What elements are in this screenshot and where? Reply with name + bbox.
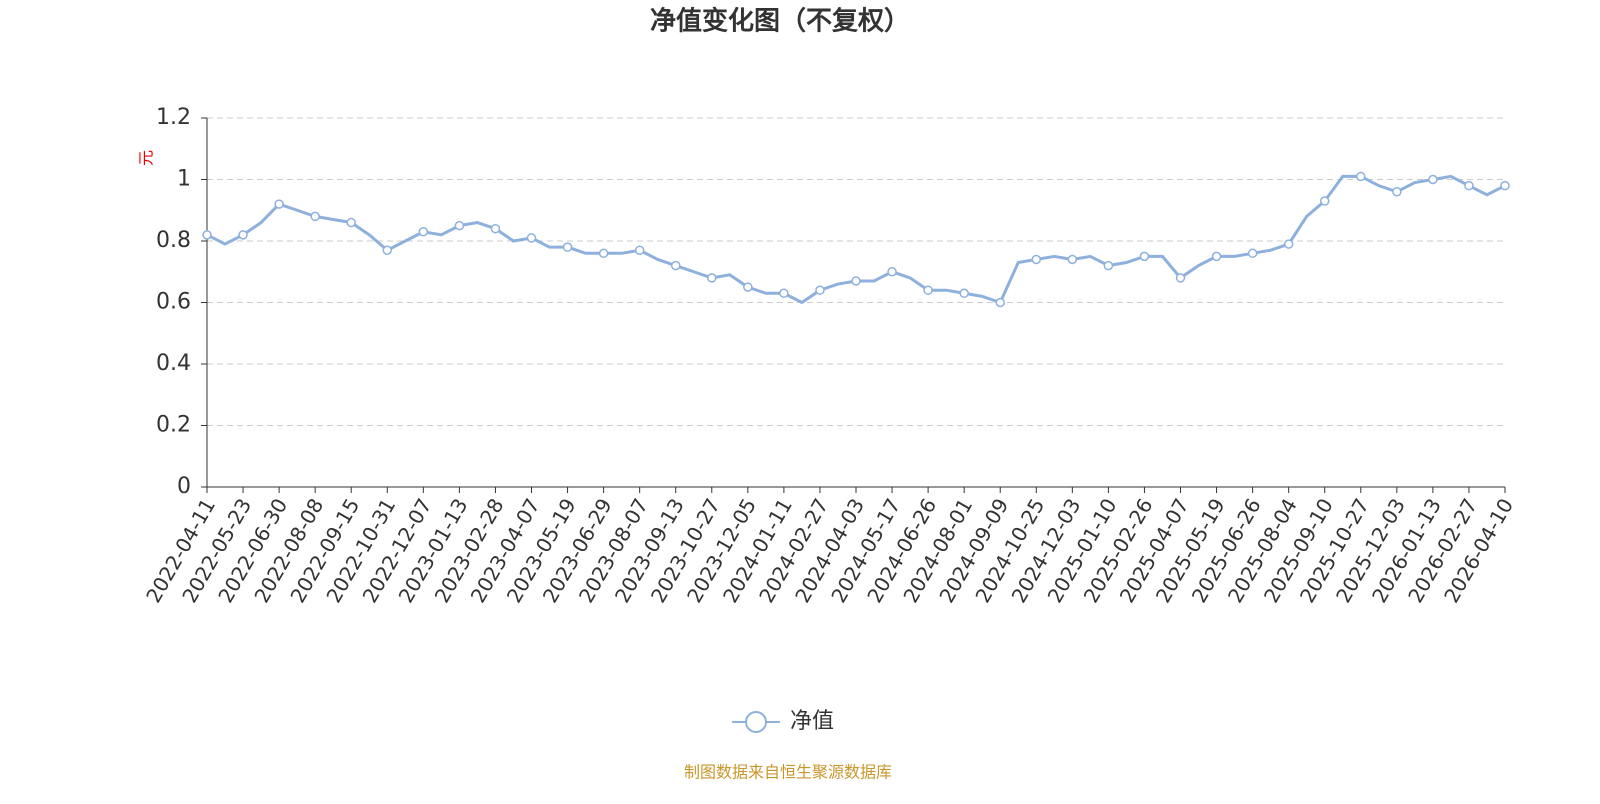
y-tick-label: 0.4 [156,351,191,376]
data-point [1392,187,1402,197]
data-point [851,276,861,286]
data-point [1356,171,1366,182]
data-point [1139,251,1150,262]
data-point [1175,273,1186,283]
data-point [1031,254,1042,265]
data-point [382,245,393,255]
data-point [1211,251,1222,262]
data-point [887,267,897,277]
data-point [310,211,320,222]
y-tick-label: 0.8 [156,228,191,253]
y-tick-label: 0 [177,474,191,499]
legend-marker [745,711,767,733]
data-point [743,282,753,292]
y-axis-label: 元 [137,150,156,166]
data-point [707,273,717,283]
data-point [779,288,789,299]
data-point [1319,196,1330,206]
data-point [923,285,933,295]
data-point [959,288,969,299]
data-point [815,285,825,295]
data-point [274,199,284,209]
data-point [670,260,681,271]
data-point [1283,239,1294,249]
data-point [1103,260,1114,271]
legend-label: 净值 [790,709,834,734]
data-point [598,248,609,259]
data-point [418,227,429,237]
y-tick-label: 0.6 [156,290,191,315]
source-note: 制图数据来自恒生聚源数据库 [684,763,892,782]
data-point [1428,174,1438,185]
data-point [238,230,248,240]
data-point [202,230,212,240]
data-point [454,220,465,231]
y-tick-label: 1.2 [156,105,191,130]
data-point [490,223,501,234]
data-point [1500,180,1510,191]
data-point [1247,248,1258,259]
data-point [562,242,573,252]
data-point [634,245,645,255]
data-point [526,233,537,243]
chart-title: 净值变化图（不复权） [650,6,910,37]
data-point [995,297,1005,308]
y-tick-label: 1 [177,167,191,192]
data-point [346,217,356,228]
data-point [1464,180,1474,191]
data-point [1067,254,1078,265]
y-tick-label: 0.2 [156,413,191,438]
